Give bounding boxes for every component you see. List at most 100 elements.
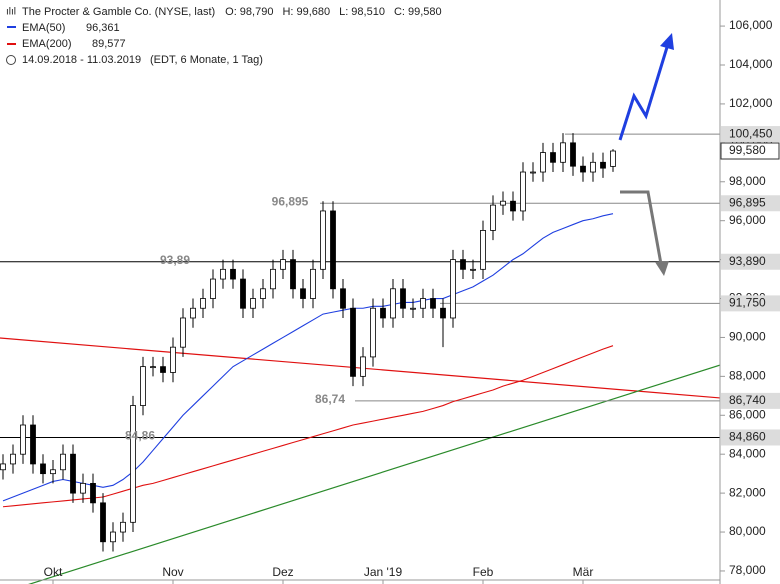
- level-label: 86,740: [729, 393, 766, 407]
- candle-body: [390, 288, 396, 319]
- candle-body: [100, 502, 106, 543]
- candle-body: [220, 268, 226, 280]
- legend-label: EMA(200): [22, 38, 72, 50]
- candle-body: [20, 424, 26, 455]
- y-tick-label: 96,000: [729, 213, 766, 227]
- quote-value: 98,510: [351, 6, 385, 18]
- period-note: (EDT, 6 Monate, 1 Tag): [150, 54, 263, 66]
- x-tick-label: Okt: [44, 565, 63, 579]
- candle-body: [80, 482, 86, 494]
- candle-body: [110, 531, 116, 543]
- x-tick-label: Jan '19: [364, 565, 403, 579]
- header-title: The Procter & Gamble Co. (NYSE, last): [22, 6, 215, 18]
- y-tick-label: 86,000: [729, 407, 766, 421]
- candle-body: [500, 200, 506, 206]
- quote-label: L:: [339, 6, 348, 18]
- x-tick-label: Nov: [162, 565, 183, 579]
- ema-line: [2, 213, 614, 502]
- candle-body: [0, 463, 6, 471]
- trendline: [28, 364, 720, 584]
- clock-icon: [6, 55, 16, 65]
- level-annotation: 96,895: [272, 194, 309, 208]
- level-box: [721, 126, 780, 143]
- candle-body: [40, 463, 46, 475]
- y-tick-label: 106,000: [729, 18, 773, 32]
- x-tick-label: Feb: [473, 565, 494, 579]
- candle-body: [60, 453, 66, 471]
- level-label: 100,450: [729, 126, 773, 140]
- x-tick-label: Dez: [272, 565, 293, 579]
- candle-body: [90, 482, 96, 504]
- y-tick-label: 82,000: [729, 485, 766, 499]
- level-annotation: 93,89: [160, 253, 190, 267]
- level-label: 91,750: [729, 296, 766, 310]
- plot-area: [0, 133, 720, 584]
- candle-body: [320, 210, 326, 270]
- candle-body: [600, 161, 606, 169]
- candle-body: [450, 259, 456, 319]
- level-label: 93,890: [729, 254, 766, 268]
- candle-body: [160, 366, 166, 373]
- last-price-label: 99,580: [729, 143, 766, 157]
- quote-label: H:: [282, 6, 293, 18]
- legend-value: 89,577: [92, 38, 126, 50]
- candle-body: [260, 288, 266, 299]
- candle-body: [240, 278, 246, 309]
- candle-body: [370, 307, 376, 358]
- last-price-box: [720, 142, 780, 160]
- candle-body: [470, 268, 476, 271]
- candle-body: [530, 171, 536, 174]
- y-tick-label: 84,000: [729, 446, 766, 460]
- legend-value: 96,361: [86, 22, 120, 34]
- candle-body: [270, 268, 276, 290]
- y-tick-label: 88,000: [729, 369, 766, 383]
- candle-body: [150, 366, 156, 369]
- y-tick-label: 104,000: [729, 57, 773, 71]
- level-annotation: 84,86: [125, 429, 155, 443]
- header: ılıl The Procter & Gamble Co. (NYSE, las…: [6, 6, 263, 66]
- candle-body: [420, 298, 426, 309]
- candle-body: [570, 142, 576, 167]
- candle-body: [210, 278, 216, 299]
- y-tick-label: 98,000: [729, 174, 766, 188]
- icon: ılıl: [6, 7, 16, 18]
- level-box: [721, 253, 780, 270]
- candle-body: [200, 298, 206, 309]
- legend-swatch: [7, 43, 16, 45]
- y-tick-label: 80,000: [729, 524, 766, 538]
- quote-value: 99,680: [296, 6, 330, 18]
- candle-body: [520, 171, 526, 212]
- y-tick-label: 78,000: [729, 563, 766, 577]
- candle-body: [140, 366, 146, 406]
- candle-body: [410, 307, 416, 310]
- y-tick-label: 102,000: [729, 96, 773, 110]
- ema-line: [2, 345, 614, 508]
- quote-label: C:: [394, 6, 405, 18]
- level-box: [721, 392, 780, 409]
- candle-body: [400, 288, 406, 309]
- candle-body: [590, 161, 596, 173]
- candle-body: [70, 453, 76, 494]
- candle-body: [50, 469, 56, 475]
- candle-body: [290, 259, 296, 290]
- level-label: 96,895: [729, 195, 766, 209]
- bear-arrow: [620, 190, 663, 265]
- candle-body: [490, 204, 496, 231]
- candle-body: [510, 200, 516, 212]
- candle-body: [340, 288, 346, 309]
- candle-body: [180, 317, 186, 348]
- candle-body: [540, 152, 546, 173]
- x-tick-label: Mär: [573, 565, 594, 579]
- candle-body: [350, 307, 356, 377]
- candle-body: [120, 521, 126, 533]
- candle-body: [610, 150, 616, 167]
- level-box: [721, 295, 780, 312]
- candle-body: [380, 307, 386, 319]
- trendline: [0, 337, 720, 399]
- candle-body: [560, 142, 566, 163]
- level-box: [721, 195, 780, 212]
- candle-body: [360, 356, 366, 377]
- candle-body: [10, 453, 16, 465]
- candle-body: [460, 259, 466, 270]
- period: 14.09.2018 - 11.03.2019: [22, 54, 141, 66]
